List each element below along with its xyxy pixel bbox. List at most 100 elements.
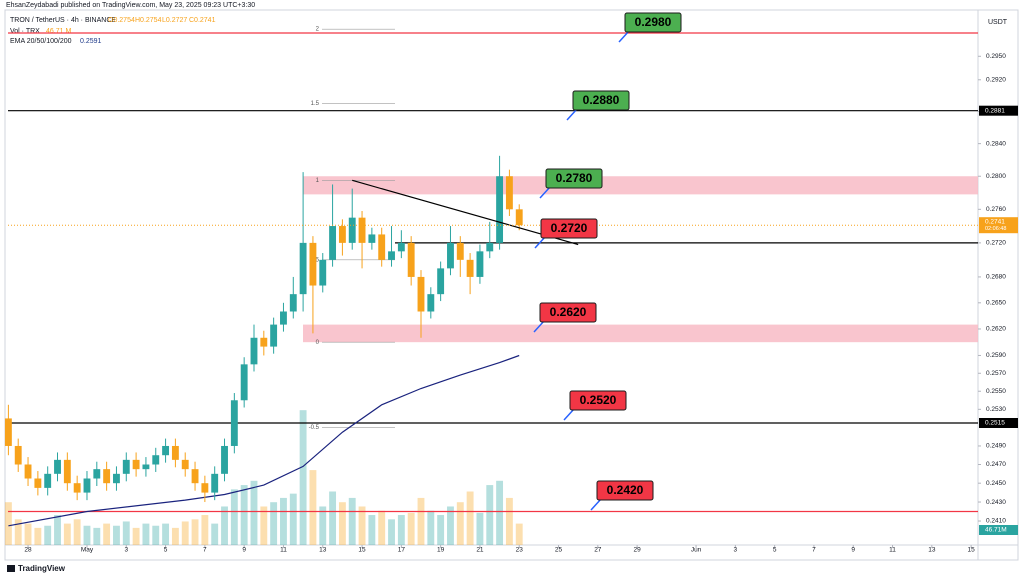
volume-bar <box>407 512 415 545</box>
price-tag <box>979 417 1018 428</box>
volume-bar <box>270 502 278 545</box>
volume-bar <box>505 497 513 545</box>
callout-box <box>596 480 654 501</box>
volume-bar <box>54 515 61 545</box>
x-tick-label: 13 <box>928 547 936 554</box>
y-tick-label: 0.2840 <box>986 140 1006 147</box>
candle-body <box>181 459 189 470</box>
volume-bar <box>83 525 91 545</box>
candle-body <box>54 459 61 474</box>
callout-pointer <box>533 320 545 333</box>
x-tick-label: 11 <box>280 547 287 554</box>
zone <box>303 176 978 195</box>
x-tick-label: 17 <box>398 547 406 554</box>
volume-bar <box>240 485 248 545</box>
volume-bar <box>260 506 268 545</box>
volume-bar <box>338 502 346 545</box>
y-tick-label: 0.2920 <box>986 76 1006 83</box>
callout-box <box>539 302 597 323</box>
y-tick-label: 0.2800 <box>986 173 1006 180</box>
candle-body <box>44 473 52 488</box>
current-price-label: 0.2741 <box>985 218 1005 225</box>
logo-icon <box>7 565 15 572</box>
callout-pointer <box>534 236 546 249</box>
volume-bar <box>319 506 327 545</box>
x-tick-label: 25 <box>555 547 563 554</box>
callout-label: 0.2620 <box>550 305 587 319</box>
candle-body <box>309 242 317 286</box>
footer-logo: TradingView <box>18 564 66 573</box>
candle-body <box>368 234 376 243</box>
x-tick-label: 5 <box>773 547 777 554</box>
volume-tag-label: 46.71M <box>985 527 1007 534</box>
callout-label: 0.2420 <box>607 483 644 497</box>
candle-body <box>407 242 415 277</box>
y-tick-label: 0.2550 <box>986 388 1006 395</box>
x-tick-label: 28 <box>24 547 32 554</box>
candle-body <box>348 217 356 243</box>
x-tick-label: 7 <box>812 547 816 554</box>
price-tag-label: 0.2515 <box>985 420 1005 427</box>
x-tick-label: 7 <box>203 547 207 554</box>
x-tick-label: 23 <box>516 547 524 554</box>
candle-body <box>466 259 474 277</box>
symbol: TRON / TetherUS · 4h · BINANCE <box>10 17 116 24</box>
volume-bar <box>358 506 366 545</box>
currency: USDT <box>988 19 1008 26</box>
candle-body <box>250 337 258 365</box>
candle-body <box>93 469 101 479</box>
candle-body <box>505 176 513 210</box>
candle-body <box>299 242 307 295</box>
volume-bar <box>378 510 386 545</box>
y-tick-label: 0.2950 <box>986 53 1006 60</box>
x-tick-label: 27 <box>594 547 602 554</box>
callout-label: 0.2520 <box>580 393 617 407</box>
candle-body <box>417 276 425 312</box>
y-tick-label: 0.2620 <box>986 326 1006 333</box>
volume-bar <box>299 410 307 545</box>
callout-box <box>540 218 598 239</box>
y-tick-label: 0.2720 <box>986 240 1006 247</box>
candle-body <box>230 400 238 446</box>
x-tick-label: 19 <box>437 547 445 554</box>
callout-label: 0.2780 <box>556 171 593 185</box>
price-tag-label: 0.2881 <box>985 107 1005 114</box>
candle-body <box>122 459 130 474</box>
volume-bar <box>486 485 494 545</box>
volume-bar <box>280 497 287 545</box>
fib-label: 1.5 <box>311 101 320 107</box>
volume-bar <box>309 470 317 545</box>
ohlc-value: C0.2741 <box>189 17 216 24</box>
x-tick-label: 11 <box>889 547 896 554</box>
candle-body <box>358 217 366 243</box>
volume-bar <box>447 506 454 545</box>
callout-label: 0.2720 <box>551 221 588 235</box>
candle-body <box>171 445 179 460</box>
volume-bar <box>191 519 199 545</box>
volume-bar <box>515 523 523 545</box>
ohlc-value: H0.2754 <box>135 17 162 24</box>
candle-body <box>14 445 22 465</box>
x-tick-label: Jun <box>691 547 702 554</box>
volume-bar <box>368 515 376 545</box>
ema-label: EMA 20/50/100/200 <box>10 38 72 45</box>
volume-bar <box>348 497 356 545</box>
x-tick-label: 15 <box>358 547 366 554</box>
candle-body <box>4 418 12 446</box>
y-tick-label: 0.2530 <box>986 406 1006 413</box>
volume-bar <box>171 527 179 545</box>
fib-label: 2 <box>316 27 320 33</box>
volume-bar <box>93 527 101 545</box>
x-tick-label: May <box>81 547 94 554</box>
candle-body <box>378 234 386 260</box>
candle-body <box>191 469 199 484</box>
candle-body <box>280 311 287 325</box>
volume-bar <box>230 489 238 545</box>
fib-label: 0 <box>316 340 320 346</box>
volume-bar <box>437 515 445 545</box>
candle-body <box>319 259 327 286</box>
x-tick-label: 15 <box>968 547 976 554</box>
candle-body <box>289 294 297 312</box>
